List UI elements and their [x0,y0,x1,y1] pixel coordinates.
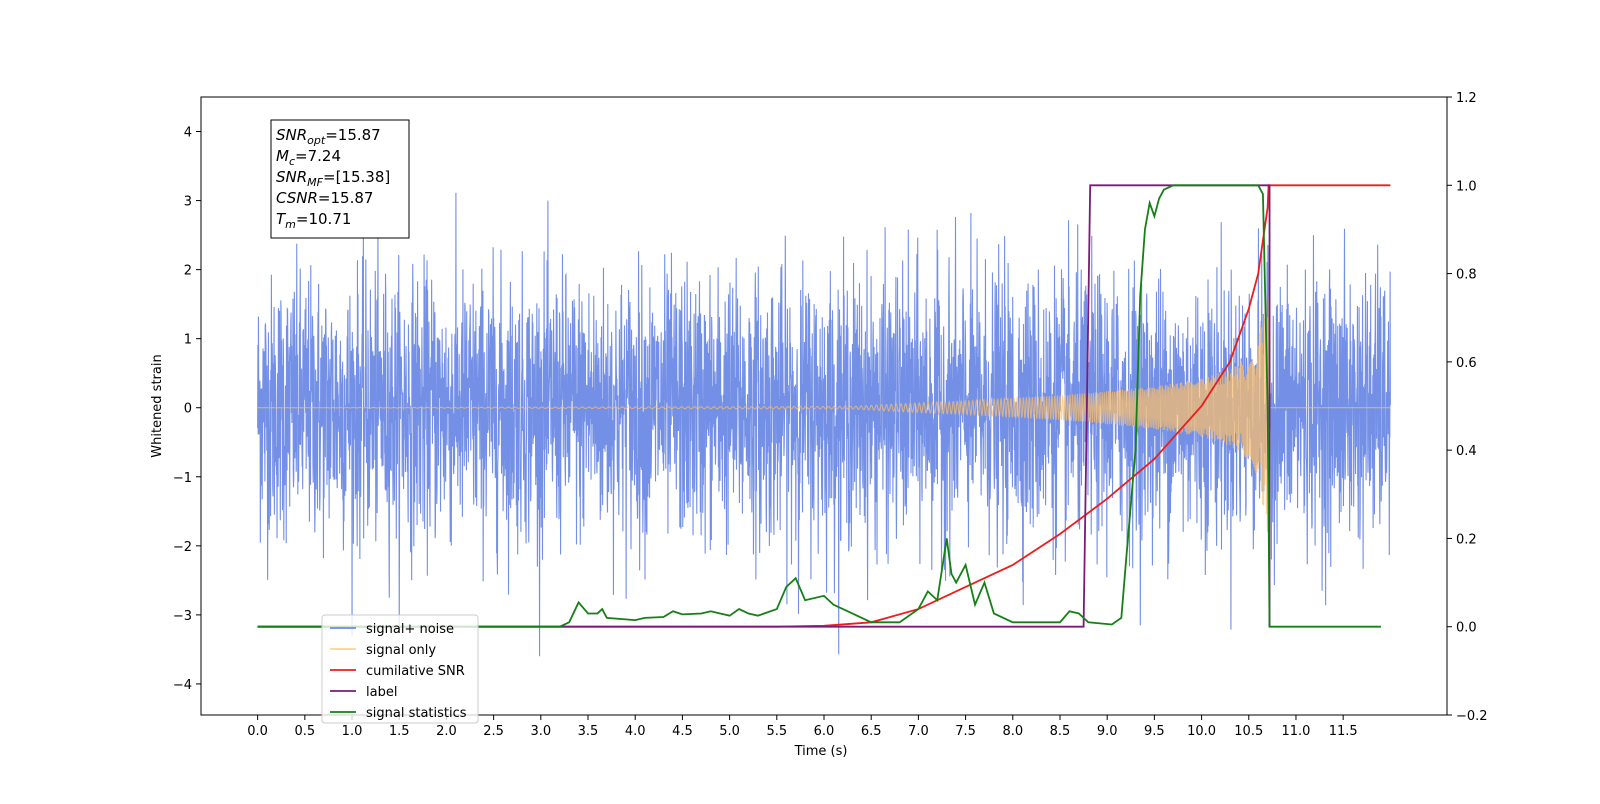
y-tick-label: −4 [173,678,192,693]
y-axis-left: −4 −3 −2 −1 0 1 2 3 4 [173,126,201,693]
y-tick-label: 2 [184,264,192,279]
series-layer [257,184,1391,657]
y2-tick-label: 1.0 [1456,179,1477,194]
y2-tick-label: 0.2 [1456,532,1477,547]
x-tick-label: 10.0 [1187,724,1216,739]
annotation-line: CSNR=15.87 [276,189,373,207]
y-tick-label: 4 [184,126,192,141]
legend-label: cumilative SNR [366,664,465,679]
x-tick-label: 9.0 [1097,724,1118,739]
legend: signal+ noise signal only cumilative SNR la… [321,614,479,724]
legend-label: signal only [366,643,436,658]
x-tick-label: 7.0 [908,724,929,739]
x-tick-label: 6.5 [861,724,882,739]
series-line-signal-only [257,296,1391,532]
y-tick-label: 1 [184,333,192,348]
x-tick-label: 8.0 [1002,724,1023,739]
x-tick-label: 3.5 [578,724,599,739]
x-tick-label: 5.5 [766,724,787,739]
x-tick-label: 10.5 [1234,724,1263,739]
series-line-label [257,184,1271,628]
x-tick-label: 3.0 [530,724,551,739]
annotation-frame [270,119,410,239]
annotation-line: SNRopt=15.87 [276,126,381,147]
annotation-box: SNRopt=15.87Mc=7.24SNRMF=[15.38]CSNR=15.… [270,119,410,239]
annotation-line: SNRMF=[15.38] [276,168,390,189]
y-tick-label: 0 [184,402,192,417]
x-tick-label: 0.0 [247,724,268,739]
series-line-cumilative-snr [257,184,1391,628]
legend-frame [321,614,479,724]
x-tick-label: 11.5 [1329,724,1358,739]
x-tick-label: 11.0 [1281,724,1310,739]
x-tick-label: 5.0 [719,724,740,739]
x-tick-label: 4.5 [672,724,693,739]
y2-tick-label: 0.8 [1456,268,1477,283]
x-axis-label: Time (s) [794,744,848,759]
x-tick-label: 9.5 [1144,724,1165,739]
y-tick-label: −1 [173,471,192,486]
y2-tick-label: 0.4 [1456,444,1477,459]
x-axis: 0.0 0.5 1.0 1.5 2.0 2.5 3.0 3.5 4.0 4.5 5.0 5.5 6.0 6… [247,715,1358,739]
x-tick-label: 8.5 [1050,724,1071,739]
y2-tick-label: 0.6 [1456,356,1477,371]
x-tick-label: 1.5 [389,724,410,739]
x-tick-label: 2.5 [483,724,504,739]
y-axis-right: −0.2 0.0 0.2 0.4 0.6 0.8 1.0 1.2 [1447,91,1488,724]
series-line-signal-statistics [257,184,1381,628]
x-tick-label: 0.5 [294,724,315,739]
y-tick-label: −2 [173,540,192,555]
legend-label: label [366,685,397,700]
y-axis-label: Whitened strain [150,354,165,457]
legend-label: signal statistics [366,706,467,721]
x-tick-label: 4.0 [625,724,646,739]
y-tick-label: 3 [184,195,192,210]
x-tick-label: 2.0 [436,724,457,739]
annotation-line: Tm=10.71 [276,210,351,231]
y-tick-label: −3 [173,609,192,624]
x-tick-label: 6.0 [814,724,835,739]
annotation-line: Mc=7.24 [276,147,341,168]
y2-tick-label: −0.2 [1456,709,1488,724]
y2-tick-label: 1.2 [1456,91,1477,106]
legend-label: signal+ noise [366,622,454,637]
x-tick-label: 7.5 [955,724,976,739]
y2-tick-label: 0.0 [1456,621,1477,636]
x-tick-label: 1.0 [342,724,363,739]
